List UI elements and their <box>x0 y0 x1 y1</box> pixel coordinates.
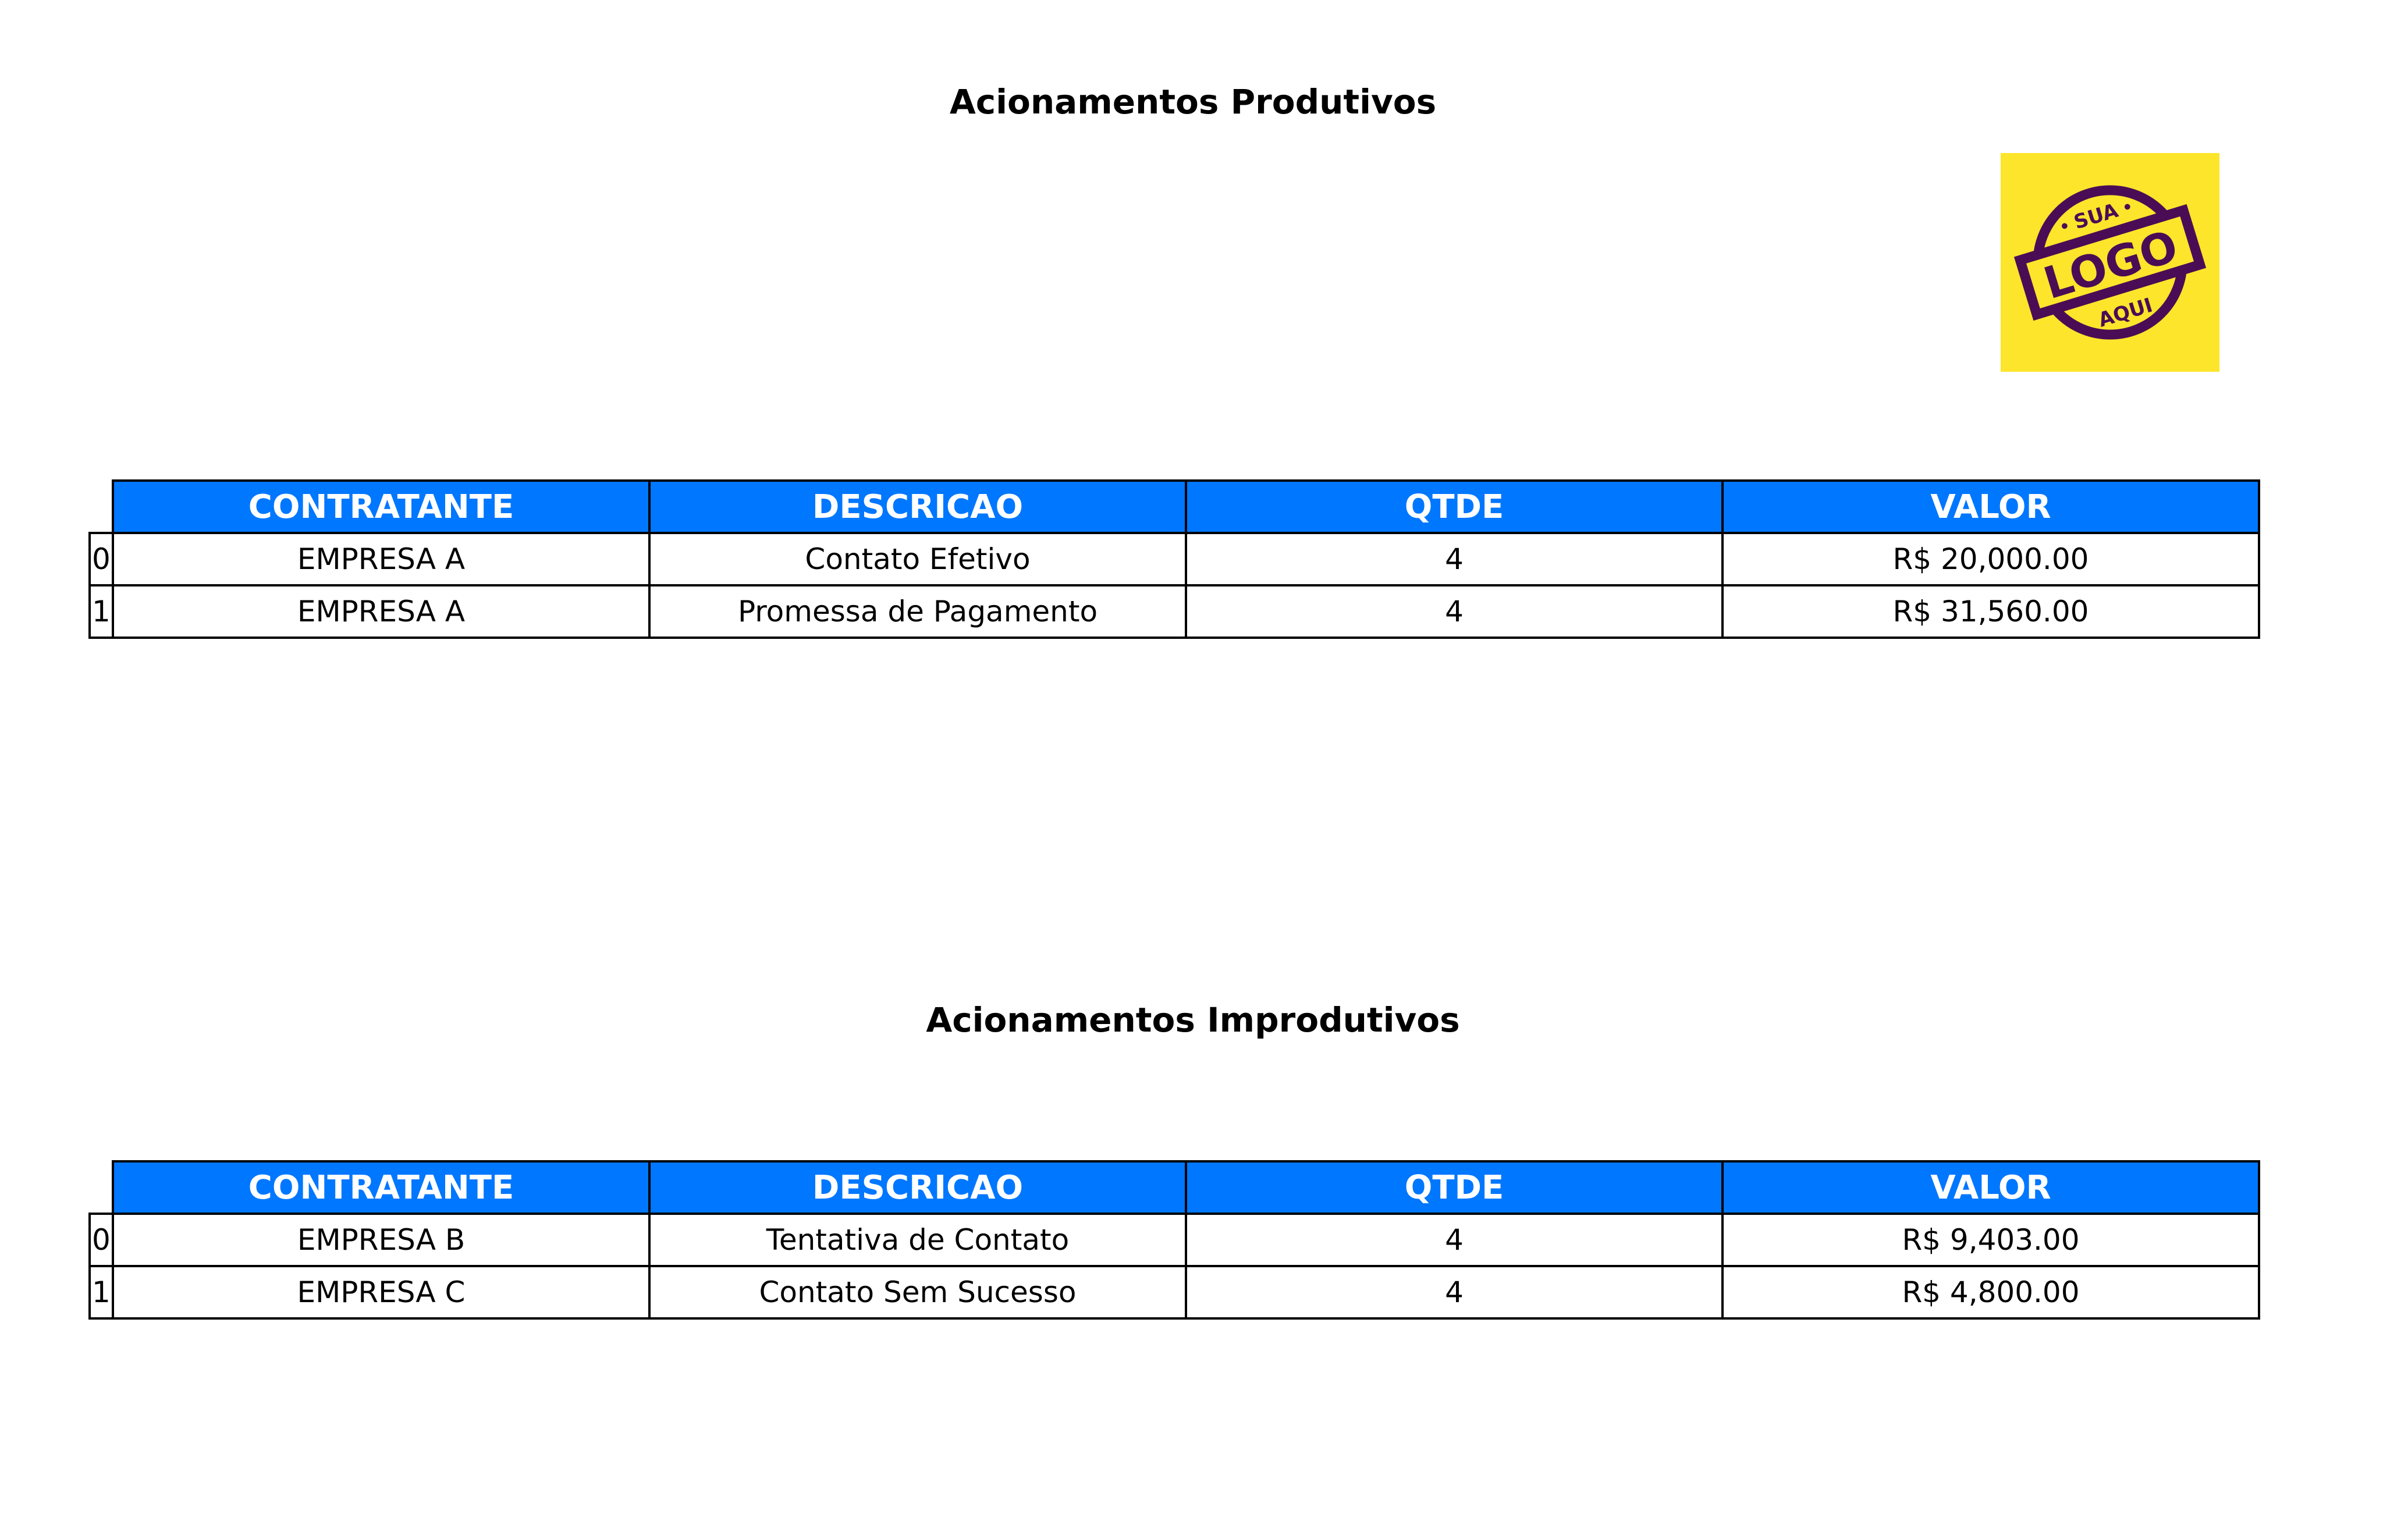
row-index: 1 <box>88 1265 114 1320</box>
cell-valor: R$ 4,800.00 <box>1721 1265 2260 1320</box>
column-header-valor: VALOR <box>1721 479 2260 534</box>
section-title-improdutivos: Acionamentos Improdutivos <box>926 1000 1460 1040</box>
section-title-produtivos: Acionamentos Produtivos <box>949 82 1437 122</box>
cell-contratante: EMPRESA B <box>112 1213 651 1267</box>
cell-descricao: Tentativa de Contato <box>648 1213 1187 1267</box>
cell-qtde: 4 <box>1185 532 1724 586</box>
column-header-contratante: CONTRATANTE <box>112 479 651 534</box>
table-header-row: CONTRATANTE DESCRICAO QTDE VALOR <box>90 479 2260 534</box>
cell-qtde: 4 <box>1185 584 1724 639</box>
cell-valor: R$ 9,403.00 <box>1721 1213 2260 1267</box>
column-header-contratante: CONTRATANTE <box>112 1160 651 1215</box>
index-header <box>90 1161 113 1214</box>
row-index: 1 <box>88 584 114 639</box>
column-header-qtde: QTDE <box>1185 479 1724 534</box>
cell-qtde: 4 <box>1185 1213 1724 1267</box>
table-row: 1 EMPRESA A Promessa de Pagamento 4 R$ 3… <box>88 584 2260 639</box>
column-header-descricao: DESCRICAO <box>648 1160 1187 1215</box>
cell-contratante: EMPRESA C <box>112 1265 651 1320</box>
index-header <box>90 481 113 533</box>
table-improdutivos: CONTRATANTE DESCRICAO QTDE VALOR 0 EMPRE… <box>88 1160 2260 1320</box>
cell-valor: R$ 20,000.00 <box>1721 532 2260 586</box>
cell-contratante: EMPRESA A <box>112 532 651 586</box>
row-index: 0 <box>88 1213 114 1267</box>
table-row: 1 EMPRESA C Contato Sem Sucesso 4 R$ 4,8… <box>88 1265 2260 1320</box>
table-row: 0 EMPRESA A Contato Efetivo 4 R$ 20,000.… <box>88 532 2260 586</box>
table-produtivos: CONTRATANTE DESCRICAO QTDE VALOR 0 EMPRE… <box>88 479 2260 639</box>
cell-descricao: Promessa de Pagamento <box>648 584 1187 639</box>
cell-descricao: Contato Sem Sucesso <box>648 1265 1187 1320</box>
cell-descricao: Contato Efetivo <box>648 532 1187 586</box>
cell-qtde: 4 <box>1185 1265 1724 1320</box>
cell-valor: R$ 31,560.00 <box>1721 584 2260 639</box>
column-header-descricao: DESCRICAO <box>648 479 1187 534</box>
table-header-row: CONTRATANTE DESCRICAO QTDE VALOR <box>90 1160 2260 1215</box>
table-row: 0 EMPRESA B Tentativa de Contato 4 R$ 9,… <box>88 1213 2260 1267</box>
row-index: 0 <box>88 532 114 586</box>
column-header-valor: VALOR <box>1721 1160 2260 1215</box>
logo-icon: LOGO SUA AQUI <box>2001 153 2219 372</box>
column-header-qtde: QTDE <box>1185 1160 1724 1215</box>
cell-contratante: EMPRESA A <box>112 584 651 639</box>
